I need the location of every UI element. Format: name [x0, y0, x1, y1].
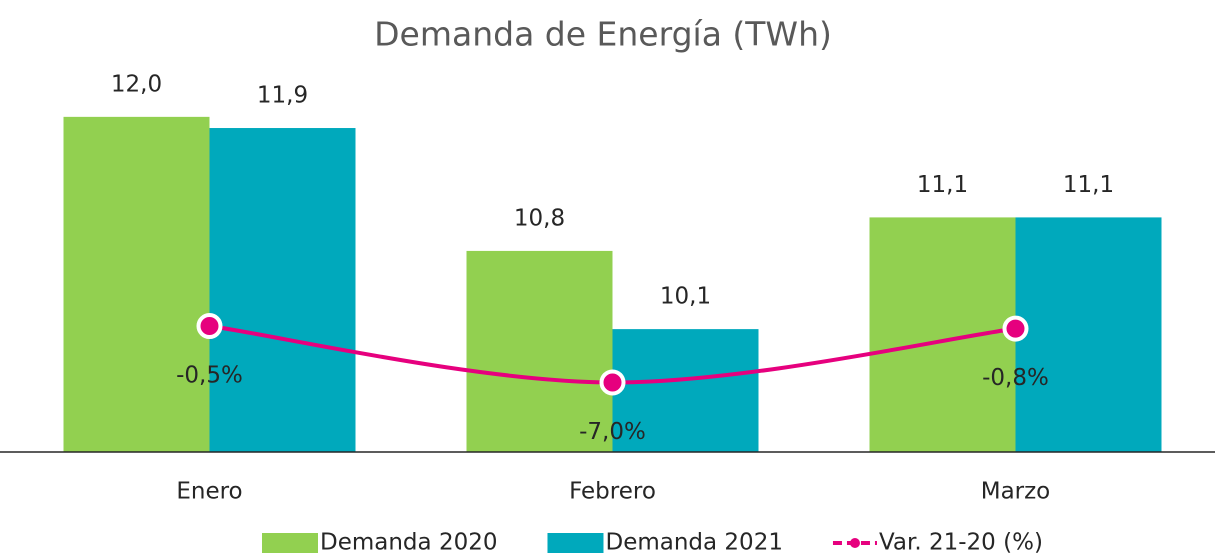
- data-label: 11,1: [917, 172, 968, 198]
- data-label: -0,8%: [982, 365, 1049, 391]
- legend-label: Var. 21-20 (%): [879, 530, 1043, 556]
- data-label: 10,1: [660, 284, 711, 310]
- data-label: 12,0: [111, 71, 162, 97]
- legend-label: Demanda 2020: [320, 530, 497, 556]
- data-label: 11,1: [1063, 172, 1114, 198]
- bar: [612, 329, 759, 452]
- bar: [869, 217, 1016, 452]
- legend-marker: [849, 538, 860, 548]
- line-point: [196, 313, 223, 340]
- x-tick-label: Febrero: [569, 479, 656, 505]
- bar: [1015, 217, 1162, 452]
- bar: [63, 116, 210, 452]
- legend-swatch: [547, 533, 604, 553]
- x-tick-label: Enero: [176, 479, 242, 505]
- bar: [466, 250, 613, 452]
- data-label: -7,0%: [579, 419, 646, 445]
- data-label: 10,8: [514, 205, 565, 231]
- legend-label: Demanda 2021: [605, 530, 782, 556]
- line-point: [599, 369, 626, 396]
- bar: [209, 128, 356, 452]
- data-label: 11,9: [257, 83, 308, 109]
- chart-title: Demanda de Energía (TWh): [374, 15, 832, 54]
- legend-swatch: [262, 533, 318, 553]
- line-point: [1002, 315, 1029, 342]
- x-tick-label: Marzo: [981, 479, 1051, 505]
- data-label: -0,5%: [176, 363, 243, 389]
